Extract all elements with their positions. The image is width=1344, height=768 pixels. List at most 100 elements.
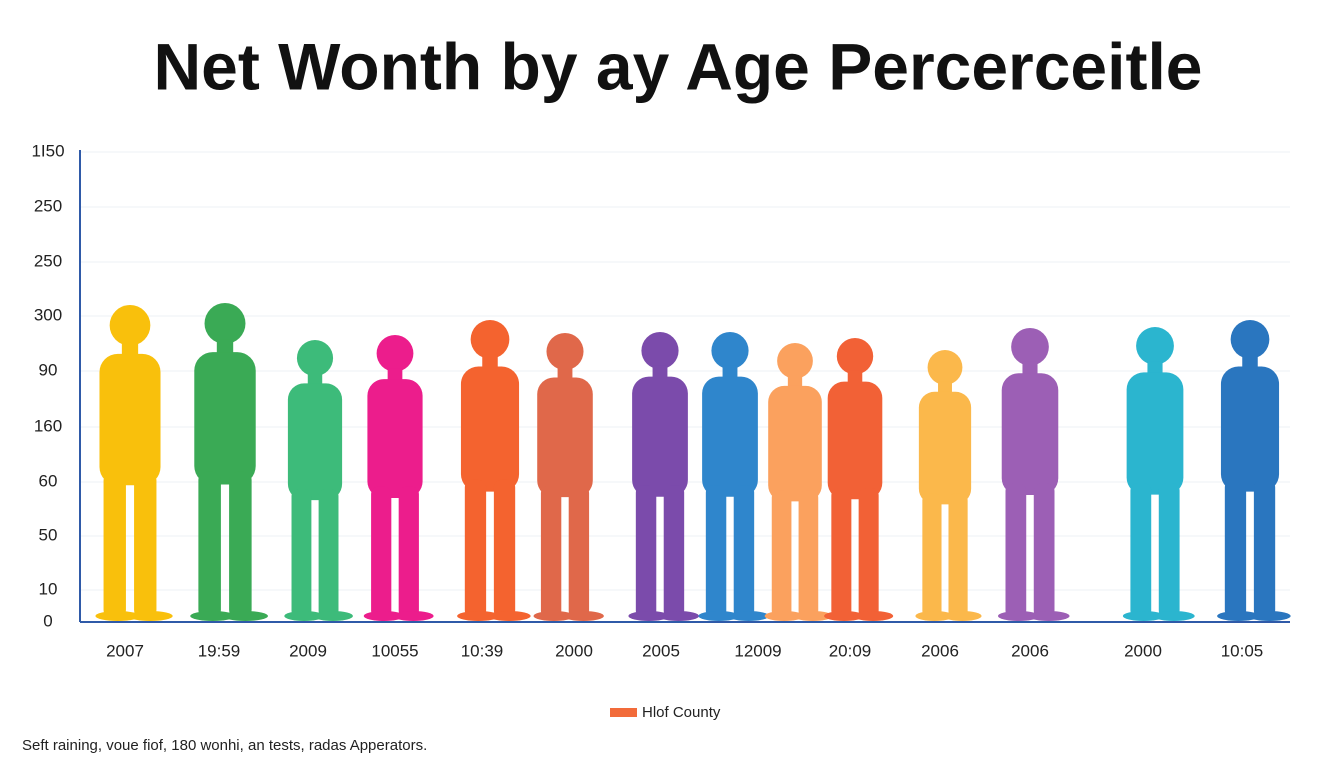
x-tick-label: 2007 bbox=[106, 641, 144, 660]
figure-head bbox=[1230, 320, 1270, 359]
figure-head bbox=[376, 335, 414, 372]
figure-foot bbox=[1217, 611, 1260, 621]
y-tick-label: 160 bbox=[34, 416, 62, 435]
figure-leg bbox=[318, 489, 339, 618]
figure-foot bbox=[1248, 611, 1291, 621]
figure-leg bbox=[663, 485, 685, 618]
x-tick-label: 10:39 bbox=[461, 641, 504, 660]
figure-leg bbox=[371, 486, 392, 618]
figure-body bbox=[1220, 366, 1280, 492]
y-tick-label: 50 bbox=[39, 525, 58, 544]
figure-foot bbox=[698, 611, 740, 621]
figure-leg bbox=[635, 485, 657, 618]
figure-foot bbox=[728, 611, 770, 621]
figure-head bbox=[109, 305, 151, 346]
legend-label: Hlof County bbox=[642, 704, 721, 721]
figure-leg bbox=[922, 493, 942, 618]
figure-body bbox=[537, 377, 593, 498]
figure-body bbox=[768, 385, 822, 502]
x-tick-label: 2000 bbox=[555, 641, 593, 660]
figure-head bbox=[296, 340, 334, 377]
person-figure bbox=[628, 332, 700, 621]
x-tick-label: 2006 bbox=[921, 641, 959, 660]
footnote: Seft raining, voue fiof, 180 wonhi, an t… bbox=[22, 737, 427, 754]
figure-leg bbox=[1158, 482, 1180, 618]
figure-foot bbox=[764, 611, 804, 621]
person-figure bbox=[284, 340, 353, 621]
person-figure bbox=[824, 338, 894, 621]
figure-body bbox=[702, 376, 758, 497]
figure-leg bbox=[134, 472, 157, 618]
figure-neck bbox=[938, 381, 952, 396]
figure-foot bbox=[915, 611, 954, 621]
x-tick-label: 2006 bbox=[1011, 641, 1049, 660]
figure-head bbox=[470, 320, 510, 359]
person-figure bbox=[764, 343, 833, 621]
legend-swatch bbox=[610, 708, 637, 717]
figure-foot bbox=[628, 611, 670, 621]
figure-neck bbox=[307, 372, 323, 387]
figure-foot bbox=[1153, 611, 1195, 621]
figure-foot bbox=[222, 611, 268, 621]
chart-title: Net Wonth by ay Age Percerceitle bbox=[153, 29, 1202, 103]
figure-foot bbox=[997, 611, 1040, 621]
figure-body bbox=[194, 352, 256, 485]
figure-head bbox=[204, 303, 246, 344]
figure-head bbox=[777, 343, 813, 379]
figure-head bbox=[927, 350, 963, 385]
figure-foot bbox=[457, 611, 500, 621]
y-tick-label: 10 bbox=[39, 579, 58, 598]
figure-foot bbox=[488, 611, 531, 621]
figure-leg bbox=[831, 488, 852, 618]
y-tick-label: 250 bbox=[34, 196, 62, 215]
person-figure bbox=[190, 303, 268, 621]
x-tick-label: 10:05 bbox=[1221, 641, 1264, 660]
figure-head bbox=[1136, 327, 1174, 365]
figure-body bbox=[367, 379, 423, 499]
person-figure bbox=[363, 335, 434, 621]
figure-neck bbox=[787, 375, 803, 390]
figure-body bbox=[287, 383, 343, 501]
figure-leg bbox=[464, 479, 487, 618]
figure-leg bbox=[798, 490, 819, 618]
x-tick-label: 10055 bbox=[371, 641, 418, 660]
figure-leg bbox=[771, 490, 792, 618]
figure-foot bbox=[943, 611, 982, 621]
x-tick-label: 2009 bbox=[289, 641, 327, 660]
figure-leg bbox=[229, 471, 252, 618]
person-figure bbox=[1122, 327, 1195, 621]
figure-leg bbox=[733, 485, 755, 618]
figure-leg bbox=[540, 485, 562, 618]
y-tick-label: 300 bbox=[34, 305, 62, 324]
figure-body bbox=[460, 366, 520, 492]
y-tick-label: 1I50 bbox=[31, 141, 64, 160]
figure-foot bbox=[658, 611, 700, 621]
figure-foot bbox=[853, 611, 894, 621]
figure-foot bbox=[533, 611, 575, 621]
figure-leg bbox=[1005, 483, 1027, 618]
figure-body bbox=[918, 391, 972, 505]
figure-foot bbox=[95, 611, 141, 621]
figure-leg bbox=[493, 479, 516, 618]
figure-foot bbox=[1028, 611, 1070, 621]
y-tick-label: 250 bbox=[34, 251, 62, 270]
figure-foot bbox=[793, 611, 833, 621]
person-figure bbox=[1217, 320, 1291, 621]
figure-foot bbox=[824, 611, 865, 621]
person-figure bbox=[915, 350, 982, 621]
figure-leg bbox=[1224, 479, 1247, 618]
figure-leg bbox=[103, 472, 126, 618]
figure-leg bbox=[1253, 479, 1276, 618]
figure-leg bbox=[948, 493, 968, 618]
figure-head bbox=[711, 332, 749, 370]
figure-leg bbox=[705, 485, 727, 618]
figure-foot bbox=[1122, 611, 1165, 621]
figure-body bbox=[1126, 372, 1184, 495]
person-figure bbox=[997, 328, 1070, 621]
y-tick-label: 90 bbox=[39, 360, 58, 379]
figure-body bbox=[632, 376, 688, 497]
x-tick-label: 2000 bbox=[1124, 641, 1162, 660]
y-tick-label: 0 bbox=[43, 611, 52, 630]
figure-leg bbox=[568, 485, 590, 618]
